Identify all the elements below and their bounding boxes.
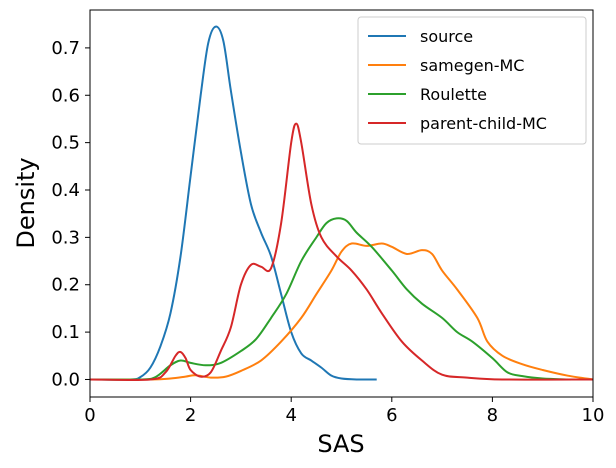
series-line-parent-child-MC — [89, 122, 594, 381]
x-tick-label: 2 — [185, 405, 196, 426]
x-tick-label: 6 — [386, 405, 397, 426]
y-tick-label: 0.7 — [51, 38, 80, 59]
x-tick-label: 0 — [84, 405, 95, 426]
y-tick-label: 0.2 — [51, 275, 80, 296]
series-line-samegen-MC — [89, 242, 594, 381]
y-axis-ticks: 0.0 0.1 0.2 0.3 0.4 0.5 0.6 0.7 — [51, 38, 90, 390]
plot-frame — [89, 9, 594, 398]
y-tick-label: 0.1 — [51, 322, 80, 343]
legend-label-source: source — [420, 27, 473, 46]
legend-label-parent-child-MC: parent-child-MC — [420, 114, 547, 133]
legend-frame — [357, 16, 587, 145]
legend-label-samegen-MC: samegen-MC — [420, 56, 524, 75]
y-axis-label: Density — [12, 157, 40, 248]
series-line-Roulette — [89, 217, 568, 381]
x-tick-label: 8 — [487, 405, 498, 426]
series-line-source — [89, 25, 377, 381]
y-tick-label: 0.4 — [51, 180, 80, 201]
y-tick-label: 0.5 — [51, 133, 80, 154]
series-lines — [89, 25, 594, 381]
y-tick-label: 0.3 — [51, 227, 80, 248]
x-axis-label: SAS — [317, 430, 364, 458]
x-axis-ticks: 0 2 4 6 8 10 — [84, 397, 604, 426]
legend-items: source samegen-MC Roulette parent-child-MC — [368, 27, 547, 133]
x-tick-label: 4 — [285, 405, 296, 426]
legend-label-Roulette: Roulette — [420, 85, 487, 104]
legend: source samegen-MC Roulette parent-child-MC — [357, 16, 587, 145]
y-tick-label: 0.6 — [51, 85, 80, 106]
y-tick-label: 0.0 — [51, 369, 80, 390]
x-tick-label: 10 — [582, 405, 605, 426]
